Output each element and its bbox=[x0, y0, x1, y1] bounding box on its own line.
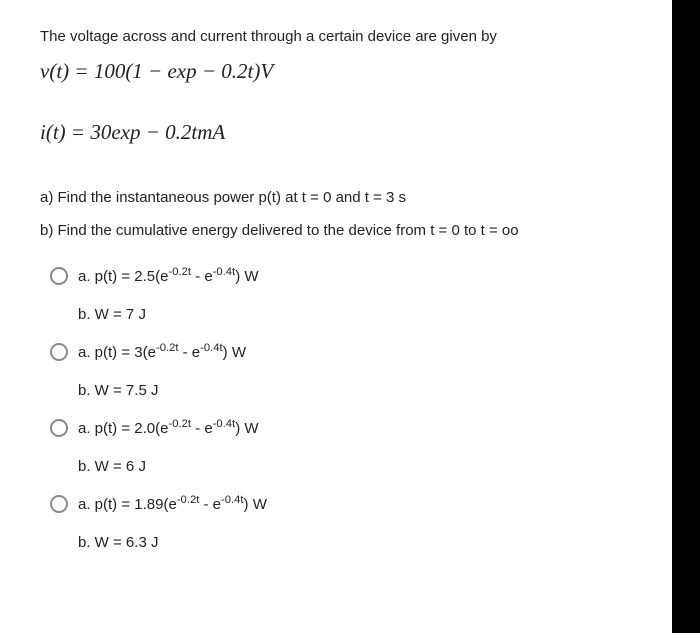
option-2-a[interactable]: a. p(t) = 3(e-0.2t - e-0.4t) W bbox=[50, 341, 650, 363]
question-page: The voltage across and current through a… bbox=[0, 0, 672, 633]
radio-icon[interactable] bbox=[50, 495, 68, 513]
option-text: b. W = 7 J bbox=[78, 306, 146, 323]
voltage-equation: v(t) = 100(1 − exp − 0.2t)V bbox=[40, 59, 650, 84]
radio-icon[interactable] bbox=[50, 343, 68, 361]
option-text: a. p(t) = 2.0(e-0.2t - e-0.4t) W bbox=[78, 420, 259, 437]
option-2-b: b. W = 7.5 J bbox=[50, 379, 650, 401]
right-gutter bbox=[672, 0, 700, 633]
option-3-a[interactable]: a. p(t) = 2.0(e-0.2t - e-0.4t) W bbox=[50, 417, 650, 439]
option-text: b. W = 6.3 J bbox=[78, 534, 158, 551]
current-equation: i(t) = 30exp − 0.2tmA bbox=[40, 120, 650, 145]
question-a: a) Find the instantaneous power p(t) at … bbox=[40, 189, 650, 206]
question-b: b) Find the cumulative energy delivered … bbox=[40, 222, 650, 239]
option-text: a. p(t) = 2.5(e-0.2t - e-0.4t) W bbox=[78, 268, 259, 285]
radio-icon[interactable] bbox=[50, 419, 68, 437]
option-4-b: b. W = 6.3 J bbox=[50, 531, 650, 553]
option-text: a. p(t) = 3(e-0.2t - e-0.4t) W bbox=[78, 344, 246, 361]
radio-icon[interactable] bbox=[50, 267, 68, 285]
option-1-b: b. W = 7 J bbox=[50, 303, 650, 325]
option-text: b. W = 6 J bbox=[78, 458, 146, 475]
options-list: a. p(t) = 2.5(e-0.2t - e-0.4t) W b. W = … bbox=[40, 265, 650, 553]
option-4-a[interactable]: a. p(t) = 1.89(e-0.2t - e-0.4t) W bbox=[50, 493, 650, 515]
option-text: b. W = 7.5 J bbox=[78, 382, 158, 399]
option-1-a[interactable]: a. p(t) = 2.5(e-0.2t - e-0.4t) W bbox=[50, 265, 650, 287]
intro-text: The voltage across and current through a… bbox=[40, 28, 650, 45]
option-text: a. p(t) = 1.89(e-0.2t - e-0.4t) W bbox=[78, 496, 267, 513]
option-3-b: b. W = 6 J bbox=[50, 455, 650, 477]
